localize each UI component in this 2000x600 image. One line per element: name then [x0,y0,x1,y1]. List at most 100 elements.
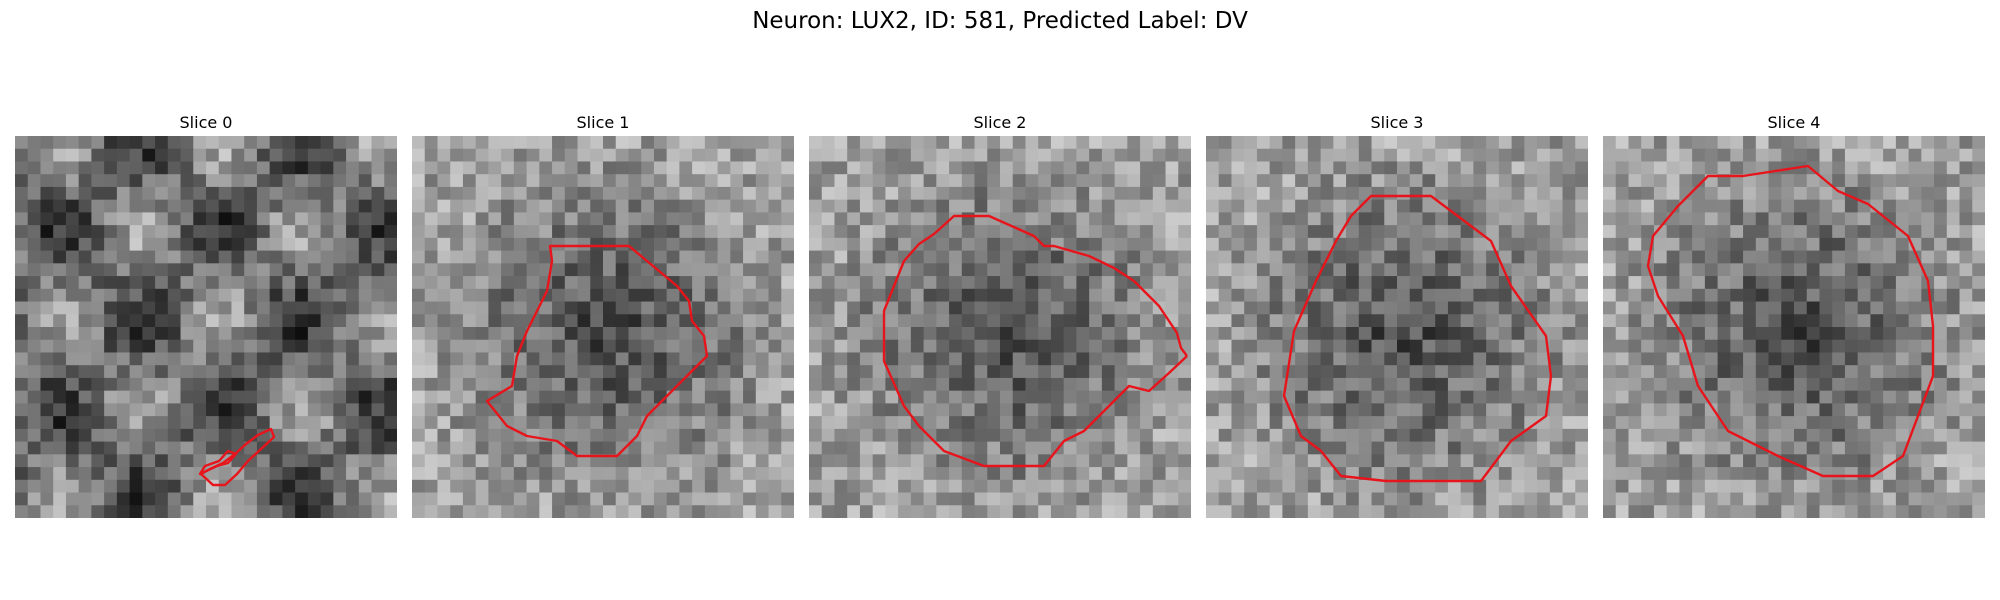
pixel [1270,378,1283,391]
pixel [1575,174,1588,187]
pixel [552,378,565,391]
pixel [1384,187,1397,200]
pixel [975,276,988,289]
pixel [1524,276,1537,289]
pixel [1705,327,1718,340]
pixel [743,365,756,378]
pixel [1524,174,1537,187]
pixel [1870,276,1883,289]
pixel [1499,302,1512,315]
pixel [1089,276,1102,289]
pixel [1051,352,1064,365]
pixel [1960,174,1973,187]
pixel [1448,403,1461,416]
pixel [987,289,1000,302]
pixel [321,314,334,327]
pixel [975,493,988,506]
pixel [1575,391,1588,404]
pixel [616,136,629,149]
pixel [1858,161,1871,174]
pixel [257,302,270,315]
pixel [1384,340,1397,353]
pixel [104,289,117,302]
pixel [1550,493,1563,506]
pixel [244,493,257,506]
pixel [1244,467,1257,480]
pixel [1667,174,1680,187]
pixel [1628,454,1641,467]
pixel [1718,212,1731,225]
pixel [1692,454,1705,467]
pixel [130,238,143,251]
pixel [667,136,680,149]
pixel [911,289,924,302]
pixel [295,480,308,493]
pixel [1692,467,1705,480]
pixel [1883,289,1896,302]
pixel [1512,391,1525,404]
pixel [1051,212,1064,225]
pixel [1140,467,1153,480]
pixel [616,391,629,404]
pixel [1667,289,1680,302]
pixel [822,212,835,225]
pixel [282,251,295,264]
pixel [1000,187,1013,200]
pixel [117,442,130,455]
pixel [1845,263,1858,276]
pixel [834,493,847,506]
pixel [1064,505,1077,518]
pixel [809,289,822,302]
pixel [1807,403,1820,416]
pixel [437,212,450,225]
pixel [142,276,155,289]
pixel [590,276,603,289]
pixel [231,352,244,365]
pixel [1064,187,1077,200]
pixel [1972,302,1985,315]
pixel [885,480,898,493]
pixel [962,314,975,327]
pixel [193,429,206,442]
pixel [1346,225,1359,238]
pixel [1743,378,1756,391]
pixel [743,238,756,251]
pixel [384,429,397,442]
pixel [822,365,835,378]
pixel [641,136,654,149]
pixel [1257,174,1270,187]
pixel [168,378,181,391]
pixel [743,442,756,455]
pixel [1947,302,1960,315]
pixel [1769,149,1782,162]
pixel [1679,276,1692,289]
pixel [333,225,346,238]
pixel [1153,505,1166,518]
pixel [847,212,860,225]
pixel [193,238,206,251]
pixel [1448,161,1461,174]
pixel [1025,289,1038,302]
pixel [809,340,822,353]
pixel [425,276,438,289]
pixel [1308,403,1321,416]
pixel [295,340,308,353]
pixel [1461,289,1474,302]
pixel [91,136,104,149]
pixel [463,161,476,174]
pixel [1934,416,1947,429]
pixel [962,480,975,493]
pixel [130,442,143,455]
pixel [873,136,886,149]
pixel [168,391,181,404]
pixel [756,276,769,289]
pixel [1794,314,1807,327]
pixel [488,429,501,442]
pixel [718,161,731,174]
pixel [1781,225,1794,238]
pixel [1769,187,1782,200]
pixel [1461,505,1474,518]
pixel [117,302,130,315]
pixel [1718,467,1731,480]
pixel [1563,187,1576,200]
